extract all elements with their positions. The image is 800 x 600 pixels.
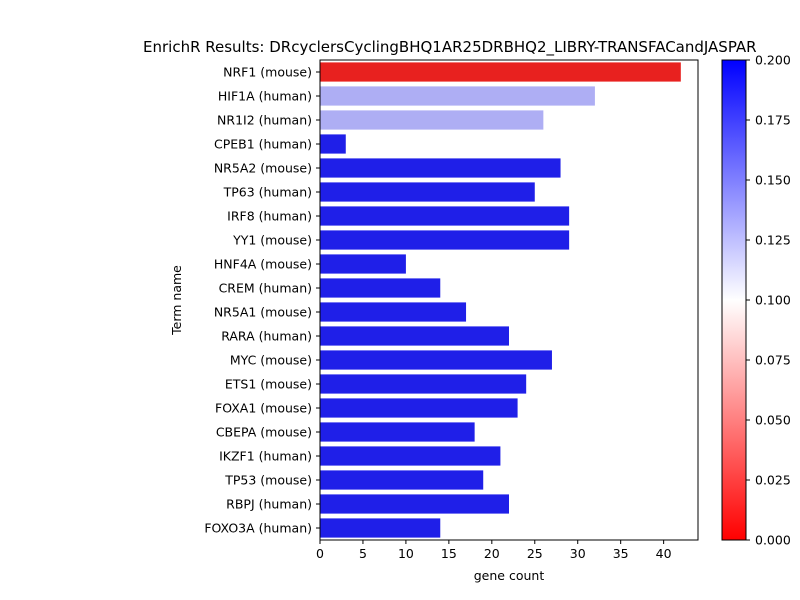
bar <box>320 182 535 202</box>
y-tick-label: HNF4A (mouse) <box>214 257 312 272</box>
x-tick-label: 25 <box>527 546 543 561</box>
colorbar-tick-label: 0.000 <box>755 533 791 548</box>
x-tick-label: 35 <box>613 546 629 561</box>
y-tick-label: NR1I2 (human) <box>217 113 312 128</box>
x-tick-label: 30 <box>570 546 586 561</box>
x-tick-label: 10 <box>398 546 414 561</box>
y-tick-label: IKZF1 (human) <box>219 449 312 464</box>
y-tick-label: MYC (mouse) <box>230 353 312 368</box>
chart-title: EnrichR Results: DRcyclersCyclingBHQ1AR2… <box>143 38 757 57</box>
y-tick-label: FOXO3A (human) <box>204 521 312 536</box>
y-axis-title: Term name <box>169 265 184 336</box>
colorbar-tick-label: 0.175 <box>755 113 791 128</box>
colorbar-ticks-group: 0.000 0.025 0.050 0.075 0.100 0.125 0.150 0.175… <box>746 53 791 548</box>
bar <box>320 422 475 442</box>
bar <box>320 470 484 490</box>
y-tick-label: NRF1 (mouse) <box>223 65 312 80</box>
plot-frame <box>319 59 699 541</box>
bar <box>320 518 441 538</box>
colorbar-tick-label: 0.200 <box>755 53 791 68</box>
bar <box>320 62 681 82</box>
bars-group <box>320 62 681 538</box>
colorbar <box>721 59 747 541</box>
bar <box>320 230 570 250</box>
y-tick-label: RARA (human) <box>221 329 312 344</box>
y-tick-label: TP53 (mouse) <box>224 473 312 488</box>
y-tick-label: RBPJ (human) <box>226 497 312 512</box>
bar <box>320 86 595 106</box>
y-tick-label: NR5A2 (mouse) <box>214 161 312 176</box>
y-tick-label: TP63 (human) <box>223 185 312 200</box>
y-tick-label: CBEPA (mouse) <box>216 425 312 440</box>
bar <box>320 158 561 178</box>
x-tick-label: 15 <box>441 546 457 561</box>
colorbar-tick-label: 0.050 <box>755 413 791 428</box>
y-tick-label: HIF1A (human) <box>218 89 312 104</box>
bar <box>320 278 441 298</box>
y-tick-label: CREM (human) <box>219 281 312 296</box>
bar <box>320 350 552 370</box>
x-axis-title: gene count <box>474 568 545 583</box>
y-tick-label: CPEB1 (human) <box>214 137 312 152</box>
y-tick-label: FOXA1 (mouse) <box>215 401 312 416</box>
bar <box>320 374 527 394</box>
y-tick-label: ETS1 (mouse) <box>225 377 312 392</box>
colorbar-tick-label: 0.075 <box>755 353 791 368</box>
colorbar-tick-label: 0.025 <box>755 473 791 488</box>
x-tick-label: 5 <box>359 546 367 561</box>
bar <box>320 446 501 466</box>
y-tick-label: IRF8 (human) <box>227 209 312 224</box>
colorbar-tick-label: 0.125 <box>755 233 791 248</box>
bar <box>320 302 467 322</box>
x-tick-label: 0 <box>316 546 324 561</box>
x-tick-label: 40 <box>656 546 672 561</box>
bar <box>320 326 509 346</box>
colorbar-tick-label: 0.100 <box>755 293 791 308</box>
y-tick-label: NR5A1 (mouse) <box>214 305 312 320</box>
bar <box>320 110 544 130</box>
colorbar-tick-label: 0.150 <box>755 173 791 188</box>
y-ticks-group: NRF1 (mouse) HIF1A (human) NR1I2 (human) CP… <box>204 65 320 536</box>
bar <box>320 398 518 418</box>
bar <box>320 254 406 274</box>
bar <box>320 494 509 514</box>
x-ticks-group: 0 5 10 15 20 25 30 35 40 <box>316 540 672 561</box>
bar <box>320 134 346 154</box>
y-tick-label: YY1 (mouse) <box>232 233 312 248</box>
x-tick-label: 20 <box>484 546 500 561</box>
bar <box>320 206 570 226</box>
